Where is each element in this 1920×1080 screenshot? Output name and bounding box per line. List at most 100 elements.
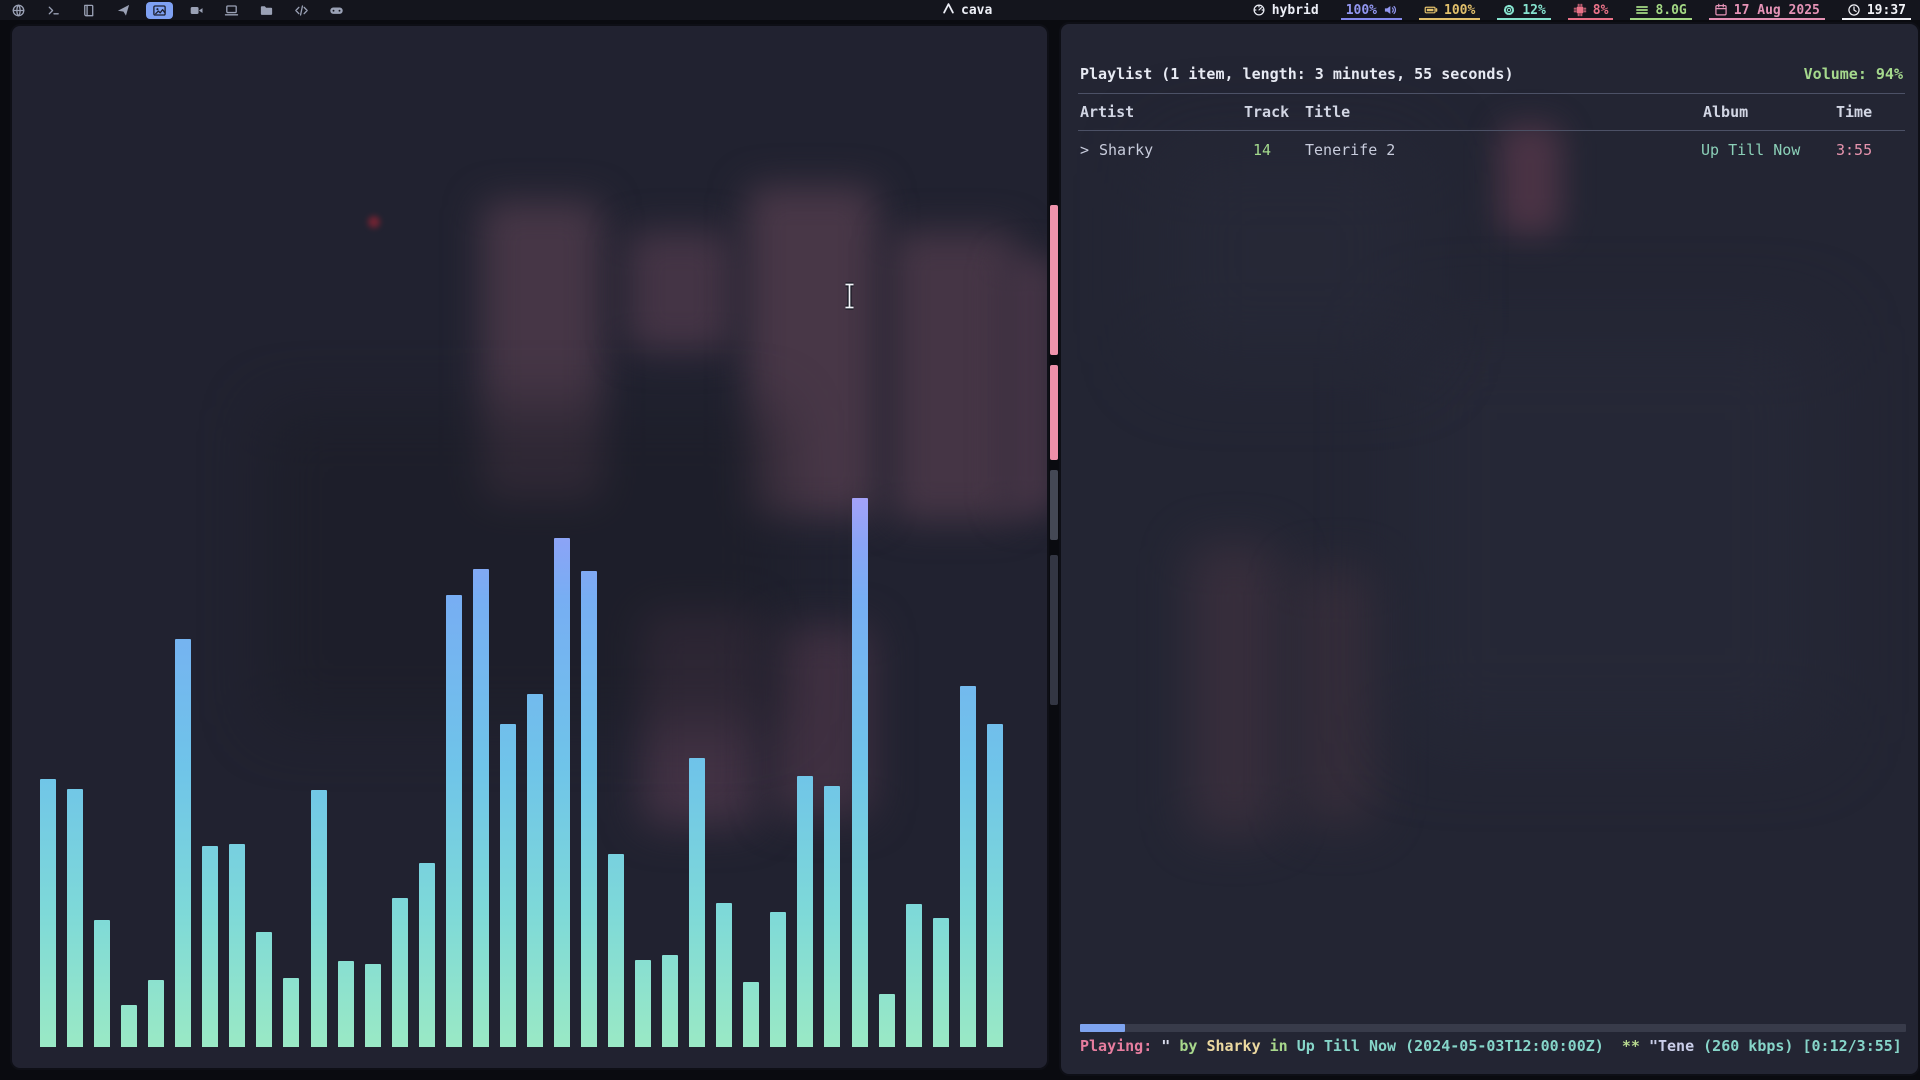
- taskbar-app-browser[interactable]: [6, 0, 30, 20]
- wallpaper-blob: [1401, 324, 1821, 744]
- row-artist: Sharky: [1099, 141, 1154, 159]
- status-memory-value: 8.0G: [1655, 2, 1687, 18]
- taskbar-app-image[interactable]: [146, 1, 173, 19]
- status-date[interactable]: 17 Aug 2025: [1708, 0, 1825, 20]
- speaker-icon: [1383, 3, 1397, 17]
- spectrum-bar: [959, 686, 976, 1047]
- status-temperature[interactable]: 8%: [1567, 0, 1614, 20]
- column-header-artist[interactable]: Artist: [1080, 103, 1135, 121]
- taskbar-app-video[interactable]: [184, 0, 208, 20]
- column-header-album[interactable]: Album: [1703, 103, 1749, 121]
- taskbar-app-files[interactable]: [254, 0, 278, 20]
- row-album: Up Till Now: [1701, 141, 1801, 159]
- spectrum-bar: [175, 639, 192, 1047]
- spectrum-bar: [662, 955, 679, 1047]
- spectrum-bar: [932, 918, 949, 1047]
- status-segment: (260 kbps): [1703, 1037, 1803, 1055]
- spectrum-bar: [905, 904, 922, 1047]
- music-player-window: Playlist (1 item, length: 3 minutes, 55 …: [1059, 22, 1920, 1076]
- spectrum-bar: [824, 786, 841, 1047]
- spectrum-bar: [67, 789, 84, 1047]
- spectrum-bar: [202, 846, 219, 1047]
- wallpaper-blob: [1296, 569, 1376, 824]
- calendar-icon: [1714, 3, 1728, 17]
- wallpaper-blob: [892, 231, 1017, 521]
- status-clock[interactable]: 19:37: [1841, 0, 1912, 20]
- taskbar-app-terminal[interactable]: [41, 0, 65, 20]
- status-segment: [0:12/3:55]: [1802, 1037, 1902, 1055]
- wallpaper-sliver-pink: [1050, 365, 1058, 460]
- cava-window: [10, 24, 1049, 1070]
- spectrum-bar: [310, 790, 327, 1047]
- status-segment: Up Till Now: [1296, 1037, 1406, 1055]
- column-header-time[interactable]: Time: [1836, 103, 1873, 121]
- taskbar-apps: [6, 0, 348, 20]
- status-temperature-value: 8%: [1592, 2, 1609, 18]
- status-segment: ": [1161, 1037, 1180, 1055]
- gauge-icon: [1252, 3, 1266, 17]
- text-cursor-ibeam: [843, 282, 856, 314]
- column-header-title[interactable]: Title: [1305, 103, 1351, 121]
- spectrum-bar: [148, 980, 165, 1047]
- taskbar-app-gamepad[interactable]: [324, 0, 348, 20]
- status-segment: **: [1612, 1037, 1649, 1055]
- status-date-value: 17 Aug 2025: [1733, 2, 1820, 18]
- status-volume[interactable]: 100%: [1340, 0, 1403, 20]
- spectrum-bar: [445, 595, 462, 1047]
- status-battery[interactable]: 100%: [1418, 0, 1481, 20]
- status-segment: "Tene: [1648, 1037, 1704, 1055]
- playback-progress-bar[interactable]: [1080, 1024, 1906, 1032]
- ram-icon: [1635, 3, 1649, 17]
- spectrum-bar: [499, 724, 516, 1047]
- spectrum-bars: [12, 26, 1047, 1047]
- top-bar: cava hybrid 100% 100% 12% 8% 8.0G 17 Aug 2025 1…: [0, 0, 1920, 20]
- spectrum-bar: [851, 498, 868, 1047]
- status-cpu-load-value: 12%: [1522, 2, 1546, 18]
- spectrum-bar: [472, 569, 489, 1047]
- clock-icon: [1847, 3, 1861, 17]
- status-battery-value: 100%: [1444, 2, 1476, 18]
- wallpaper-blob: [1161, 144, 1421, 364]
- spectrum-bar: [878, 994, 895, 1047]
- wallpaper-blob: [262, 406, 782, 726]
- wallpaper-blob: [1002, 256, 1047, 516]
- row-cursor: >: [1080, 141, 1090, 159]
- status-volume-value: 100%: [1345, 2, 1377, 18]
- spectrum-bar: [364, 964, 381, 1047]
- spectrum-bar: [337, 961, 354, 1047]
- spectrum-bar: [797, 776, 814, 1047]
- wallpaper-sliver-gray: [1050, 555, 1058, 705]
- column-header-track[interactable]: Track: [1244, 103, 1290, 121]
- spectrum-bar: [608, 854, 625, 1047]
- spectrum-bar: [121, 1005, 138, 1047]
- player-status-line: Playing: " by Sharky in Up Till Now (202…: [1080, 1037, 1902, 1055]
- status-memory[interactable]: 8.0G: [1630, 0, 1693, 20]
- status-segment: by: [1179, 1037, 1207, 1055]
- spectrum-bar: [581, 571, 597, 1047]
- spectrum-bar: [418, 863, 435, 1047]
- wallpaper-blob: [1499, 124, 1561, 234]
- spectrum-bar: [689, 758, 706, 1047]
- playlist-title: Playlist (1 item, length: 3 minutes, 55 …: [1080, 65, 1514, 83]
- spectrum-bar: [716, 903, 733, 1047]
- progress-fill: [1080, 1024, 1126, 1032]
- status-cpu-load[interactable]: 12%: [1497, 0, 1552, 20]
- row-track: 14: [1253, 141, 1272, 159]
- taskbar-app-send[interactable]: [111, 0, 135, 20]
- status-segment: Playing:: [1080, 1037, 1162, 1055]
- spectrum-bar: [256, 932, 273, 1047]
- taskbar-app-laptop[interactable]: [219, 0, 243, 20]
- spectrum-bar: [283, 978, 300, 1047]
- taskbar-app-notes[interactable]: [76, 0, 100, 20]
- status-profile[interactable]: hybrid: [1252, 0, 1319, 20]
- wallpaper-sliver-gray: [1050, 470, 1058, 540]
- gear-icon: [1502, 3, 1516, 17]
- chip-icon: [1573, 3, 1587, 17]
- spectrum-bar: [526, 694, 543, 1047]
- spectrum-bar: [94, 920, 111, 1047]
- taskbar-app-code[interactable]: [289, 0, 313, 20]
- spectrum-bar: [635, 960, 652, 1047]
- status-clock-value: 19:37: [1866, 2, 1906, 18]
- focused-window-title: cava: [942, 0, 992, 20]
- spectrum-bar: [229, 844, 246, 1047]
